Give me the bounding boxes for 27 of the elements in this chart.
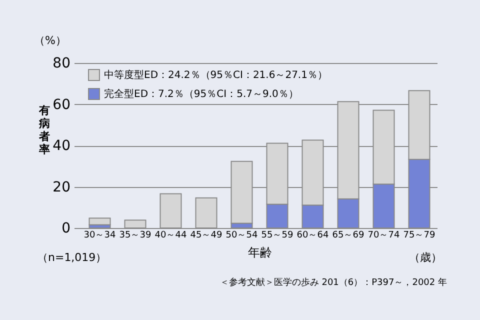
x-tick-label: 55～59 — [261, 230, 294, 240]
x-tick-label: 35～39 — [119, 230, 152, 240]
x-tick-label: 75～79 — [403, 230, 436, 240]
legend-label: 中等度型ED：24.2％（95％CI：21.6～27.1％） — [104, 69, 328, 81]
y-tick-label: 80 — [52, 56, 70, 72]
text: ＜参考文献＞医学の歩み 201（6）：P397～，2002 年 — [220, 277, 447, 288]
text: （%） — [34, 34, 66, 47]
x-tick-label: 40～44 — [154, 230, 187, 240]
bar — [195, 197, 218, 228]
y-tick-label: 20 — [52, 179, 70, 196]
x-tick-label: 50～54 — [226, 230, 258, 240]
x-tick-label: 65～69 — [332, 230, 364, 240]
text: （n=1,019） — [37, 251, 107, 264]
bar — [160, 193, 182, 228]
bar — [88, 218, 111, 226]
x-tick-label: 30～34 — [84, 230, 116, 240]
x-tick-label: 45～49 — [190, 230, 222, 240]
legend-label: 完全型ED：7.2％（95％CI：5.7～9.0％） — [104, 88, 298, 100]
x-axis-title: 年齢 — [248, 246, 272, 260]
text: （歳） — [409, 251, 442, 264]
y-axis-title: 有病者率 — [38, 104, 50, 156]
bar — [124, 220, 146, 228]
y-tick-label: 0 — [62, 220, 70, 236]
x-tick-label: 60～64 — [296, 230, 329, 240]
y-tick-label: 60 — [52, 96, 70, 113]
x-tick-label: 70～74 — [368, 230, 400, 240]
y-tick-label: 40 — [52, 138, 70, 154]
